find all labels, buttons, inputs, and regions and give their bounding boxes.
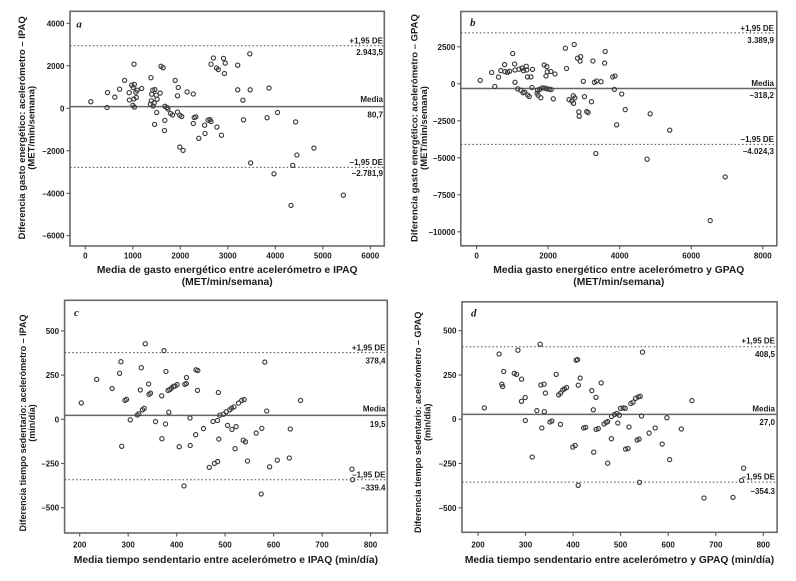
svg-text:2.943,5: 2.943,5 xyxy=(356,48,383,57)
svg-text:400: 400 xyxy=(170,541,184,550)
svg-text:4000: 4000 xyxy=(611,252,629,261)
svg-text:800: 800 xyxy=(364,541,378,550)
svg-text:b: b xyxy=(470,17,476,29)
svg-text:0: 0 xyxy=(60,104,65,113)
svg-text:Media gasto energético entre a: Media gasto energético entre acelerómetr… xyxy=(493,265,744,276)
svg-text:1000: 1000 xyxy=(124,252,142,261)
svg-text:–1,95 DE: –1,95 DE xyxy=(741,135,775,144)
svg-text:+1,95 DE: +1,95 DE xyxy=(741,336,775,345)
svg-text:–6000: –6000 xyxy=(42,232,65,241)
svg-text:250: 250 xyxy=(443,371,457,380)
svg-text:–5000: –5000 xyxy=(433,154,456,163)
svg-text:300: 300 xyxy=(122,541,136,550)
svg-text:3000: 3000 xyxy=(219,252,237,261)
svg-text:d: d xyxy=(471,307,477,319)
svg-text:27,0: 27,0 xyxy=(759,418,775,427)
svg-text:0: 0 xyxy=(83,252,88,261)
svg-text:(min/día): (min/día) xyxy=(27,404,37,442)
svg-text:600: 600 xyxy=(267,541,281,550)
svg-text:Media de gasto energético entr: Media de gasto energético entre aceleróm… xyxy=(97,265,358,276)
svg-text:–339.4: –339.4 xyxy=(361,484,386,493)
svg-text:Diferencia gasto energético: a: Diferencia gasto energético: acelerómetr… xyxy=(410,14,421,242)
svg-text:700: 700 xyxy=(709,541,723,550)
svg-text:–318,2: –318,2 xyxy=(750,91,775,100)
svg-text:–2000: –2000 xyxy=(42,147,65,156)
svg-text:Media tiempo sendentario entre: Media tiempo sendentario entre aceleróme… xyxy=(465,555,774,566)
svg-text:(MET/min/semana): (MET/min/semana) xyxy=(573,277,664,288)
svg-text:5000: 5000 xyxy=(314,252,332,261)
svg-text:+1,95 DE: +1,95 DE xyxy=(349,37,383,46)
svg-text:2000: 2000 xyxy=(539,252,557,261)
svg-text:Media: Media xyxy=(363,405,386,414)
svg-text:c: c xyxy=(74,307,79,319)
svg-text:800: 800 xyxy=(757,541,771,550)
svg-text:Diferencia tiempo sedentario:: Diferencia tiempo sedentario: acelerómet… xyxy=(18,315,28,532)
svg-text:–250: –250 xyxy=(41,460,59,469)
svg-text:–250: –250 xyxy=(439,460,457,469)
svg-text:(min/día): (min/día) xyxy=(423,404,433,442)
svg-text:6000: 6000 xyxy=(682,252,700,261)
svg-text:–500: –500 xyxy=(41,504,59,513)
svg-text:200: 200 xyxy=(471,541,485,550)
svg-text:Diferencia gasto energético: a: Diferencia gasto energético: acelerómetr… xyxy=(17,16,28,239)
svg-text:200: 200 xyxy=(73,541,87,550)
svg-text:2500: 2500 xyxy=(438,43,456,52)
svg-text:–2500: –2500 xyxy=(433,117,456,126)
svg-text:Media: Media xyxy=(752,405,775,414)
svg-text:0: 0 xyxy=(452,415,457,424)
svg-text:8000: 8000 xyxy=(754,252,772,261)
svg-text:0: 0 xyxy=(451,80,456,89)
svg-text:–1,95 DE: –1,95 DE xyxy=(742,473,776,482)
svg-text:600: 600 xyxy=(662,541,676,550)
svg-text:500: 500 xyxy=(46,327,60,336)
svg-text:(MET/min/semana): (MET/min/semana) xyxy=(419,86,430,170)
svg-text:4000: 4000 xyxy=(47,19,65,28)
svg-text:Diferencia tiempo sedentario:: Diferencia tiempo sedentario: acelerómet… xyxy=(413,312,423,533)
svg-text:Media tiempo sendentario entre: Media tiempo sendentario entre aceleróme… xyxy=(74,555,378,566)
svg-text:(MET/min/semana): (MET/min/semana) xyxy=(27,86,38,170)
svg-text:3.389,9: 3.389,9 xyxy=(747,36,774,45)
svg-text:700: 700 xyxy=(315,541,329,550)
svg-text:a: a xyxy=(76,19,82,31)
svg-text:–7500: –7500 xyxy=(433,191,456,200)
svg-text:–10000: –10000 xyxy=(429,228,456,237)
svg-text:0: 0 xyxy=(55,415,60,424)
svg-text:19,5: 19,5 xyxy=(370,420,386,429)
svg-text:–1,95 DE: –1,95 DE xyxy=(352,471,386,480)
svg-text:+1,95 DE: +1,95 DE xyxy=(740,24,774,33)
svg-text:80,7: 80,7 xyxy=(367,111,383,120)
svg-text:378,4: 378,4 xyxy=(365,357,386,366)
svg-text:408,5: 408,5 xyxy=(755,350,776,359)
svg-text:400: 400 xyxy=(566,541,580,550)
svg-text:–1,95 DE: –1,95 DE xyxy=(350,158,384,167)
svg-text:–4000: –4000 xyxy=(42,189,65,198)
svg-text:Media: Media xyxy=(360,95,383,104)
svg-text:0: 0 xyxy=(474,252,479,261)
svg-text:(MET/min/semana): (MET/min/semana) xyxy=(182,277,273,288)
svg-text:300: 300 xyxy=(519,541,533,550)
svg-text:4000: 4000 xyxy=(266,252,284,261)
svg-text:6000: 6000 xyxy=(361,252,379,261)
svg-text:2000: 2000 xyxy=(47,62,65,71)
svg-text:–2.781,9: –2.781,9 xyxy=(352,169,384,178)
svg-text:–354.3: –354.3 xyxy=(751,487,776,496)
svg-text:Media: Media xyxy=(751,79,774,88)
svg-text:–4.024,3: –4.024,3 xyxy=(743,147,775,156)
svg-text:250: 250 xyxy=(46,371,60,380)
svg-text:–500: –500 xyxy=(439,504,457,513)
svg-text:2000: 2000 xyxy=(171,252,189,261)
svg-text:+1,95 DE: +1,95 DE xyxy=(352,344,386,353)
svg-text:500: 500 xyxy=(218,541,232,550)
svg-text:500: 500 xyxy=(614,541,628,550)
svg-text:500: 500 xyxy=(443,327,457,336)
